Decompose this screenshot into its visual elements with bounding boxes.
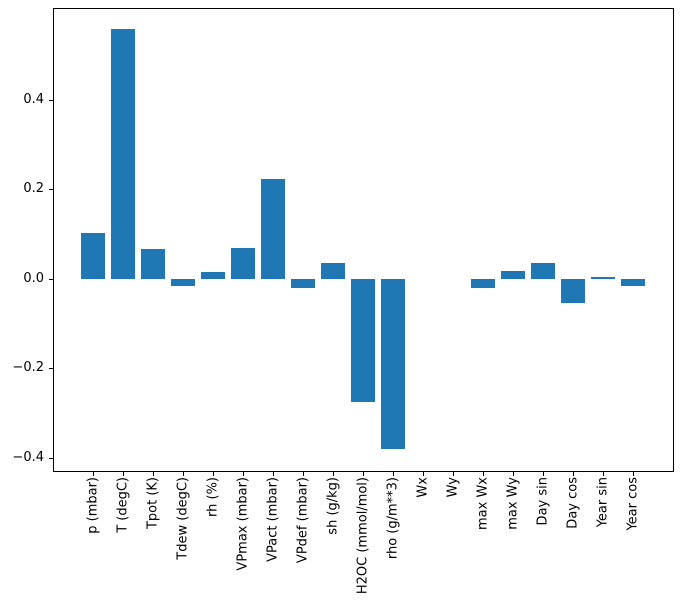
bar-h2oc-mmol-mol bbox=[351, 278, 375, 403]
bar-sh-g-kg bbox=[321, 263, 345, 279]
bar-year-sin bbox=[590, 277, 615, 279]
bar-rho-g-m-3 bbox=[381, 278, 405, 450]
y-tick-0 bbox=[49, 278, 53, 280]
x-tick-label-p-mbar: p (mbar) bbox=[85, 477, 101, 534]
x-tick-max-wx bbox=[482, 472, 484, 476]
bar-tdew-degc bbox=[171, 278, 196, 286]
x-tick-label-tpot-k: Tpot (K) bbox=[145, 477, 161, 530]
plot-area bbox=[53, 8, 674, 472]
x-tick-t-degc bbox=[123, 472, 125, 476]
x-tick-max-wy bbox=[512, 472, 514, 476]
x-tick-day-sin bbox=[542, 472, 544, 476]
bar-vpact-mbar bbox=[261, 178, 286, 279]
y-tick-label-neg0p2: −0.2 bbox=[12, 360, 44, 376]
x-tick-wx bbox=[423, 472, 424, 476]
y-tick-label-0p4: 0.4 bbox=[23, 91, 44, 107]
bar-t-degc bbox=[111, 29, 136, 279]
x-tick-rho-g-m-3 bbox=[393, 472, 394, 476]
bar-day-cos bbox=[560, 278, 585, 304]
x-tick-label-year-sin: Year sin bbox=[595, 477, 611, 528]
x-tick-rh bbox=[213, 472, 215, 476]
x-tick-day-cos bbox=[572, 472, 574, 476]
y-tick-0p2 bbox=[49, 189, 53, 191]
x-tick-vpmax-mbar bbox=[243, 472, 245, 476]
x-tick-label-tdew-degc: Tdew (degC) bbox=[175, 477, 191, 560]
x-tick-label-max-wy: max Wy bbox=[505, 477, 521, 530]
x-tick-tpot-k bbox=[153, 472, 155, 476]
x-tick-label-vpdef-mbar: VPdef (mbar) bbox=[295, 477, 311, 564]
bar-max-wx bbox=[470, 278, 495, 289]
x-tick-label-day-sin: Day sin bbox=[535, 477, 551, 526]
x-tick-label-vpact-mbar: VPact (mbar) bbox=[265, 477, 281, 562]
bar-day-sin bbox=[530, 262, 555, 279]
x-tick-year-sin bbox=[602, 472, 604, 476]
x-tick-h2oc-mmol-mol bbox=[363, 472, 364, 476]
y-tick-neg0p4 bbox=[49, 457, 53, 459]
x-tick-tdew-degc bbox=[183, 472, 185, 476]
bar-year-cos bbox=[620, 278, 645, 286]
x-tick-vpact-mbar bbox=[273, 472, 275, 476]
x-tick-label-h2oc-mmol-mol: H2OC (mmol/mol) bbox=[355, 477, 371, 595]
bar-max-wy bbox=[500, 270, 525, 279]
x-tick-wy bbox=[452, 472, 454, 476]
x-tick-year-cos bbox=[632, 472, 634, 476]
x-tick-label-day-cos: Day cos bbox=[565, 477, 581, 529]
x-tick-label-max-wx: max Wx bbox=[475, 477, 491, 531]
x-tick-vpdef-mbar bbox=[303, 472, 304, 476]
x-tick-label-vpmax-mbar: VPmax (mbar) bbox=[235, 477, 251, 571]
y-tick-neg0p2 bbox=[49, 368, 53, 370]
x-tick-label-wy: Wy bbox=[445, 477, 461, 498]
x-tick-label-rho-g-m-3: rho (g/m**3) bbox=[385, 477, 401, 560]
y-tick-label-0: 0.0 bbox=[23, 270, 44, 286]
bar-p-mbar bbox=[81, 232, 106, 279]
y-tick-0p4 bbox=[49, 99, 53, 101]
bar-vpdef-mbar bbox=[291, 278, 315, 289]
x-tick-p-mbar bbox=[93, 472, 95, 476]
bar-vpmax-mbar bbox=[231, 247, 256, 279]
bar-tpot-k bbox=[141, 249, 166, 279]
y-tick-label-0p2: 0.2 bbox=[23, 181, 44, 197]
x-tick-label-wx: Wx bbox=[415, 477, 431, 498]
x-tick-label-sh-g-kg: sh (g/kg) bbox=[325, 477, 341, 535]
x-tick-label-t-degc: T (degC) bbox=[115, 477, 131, 533]
bar-rh bbox=[201, 271, 226, 279]
x-tick-label-rh: rh (%) bbox=[205, 477, 221, 517]
x-tick-label-year-cos: Year cos bbox=[625, 477, 641, 531]
y-tick-label-neg0p4: −0.4 bbox=[12, 449, 44, 465]
x-tick-sh-g-kg bbox=[333, 472, 334, 476]
